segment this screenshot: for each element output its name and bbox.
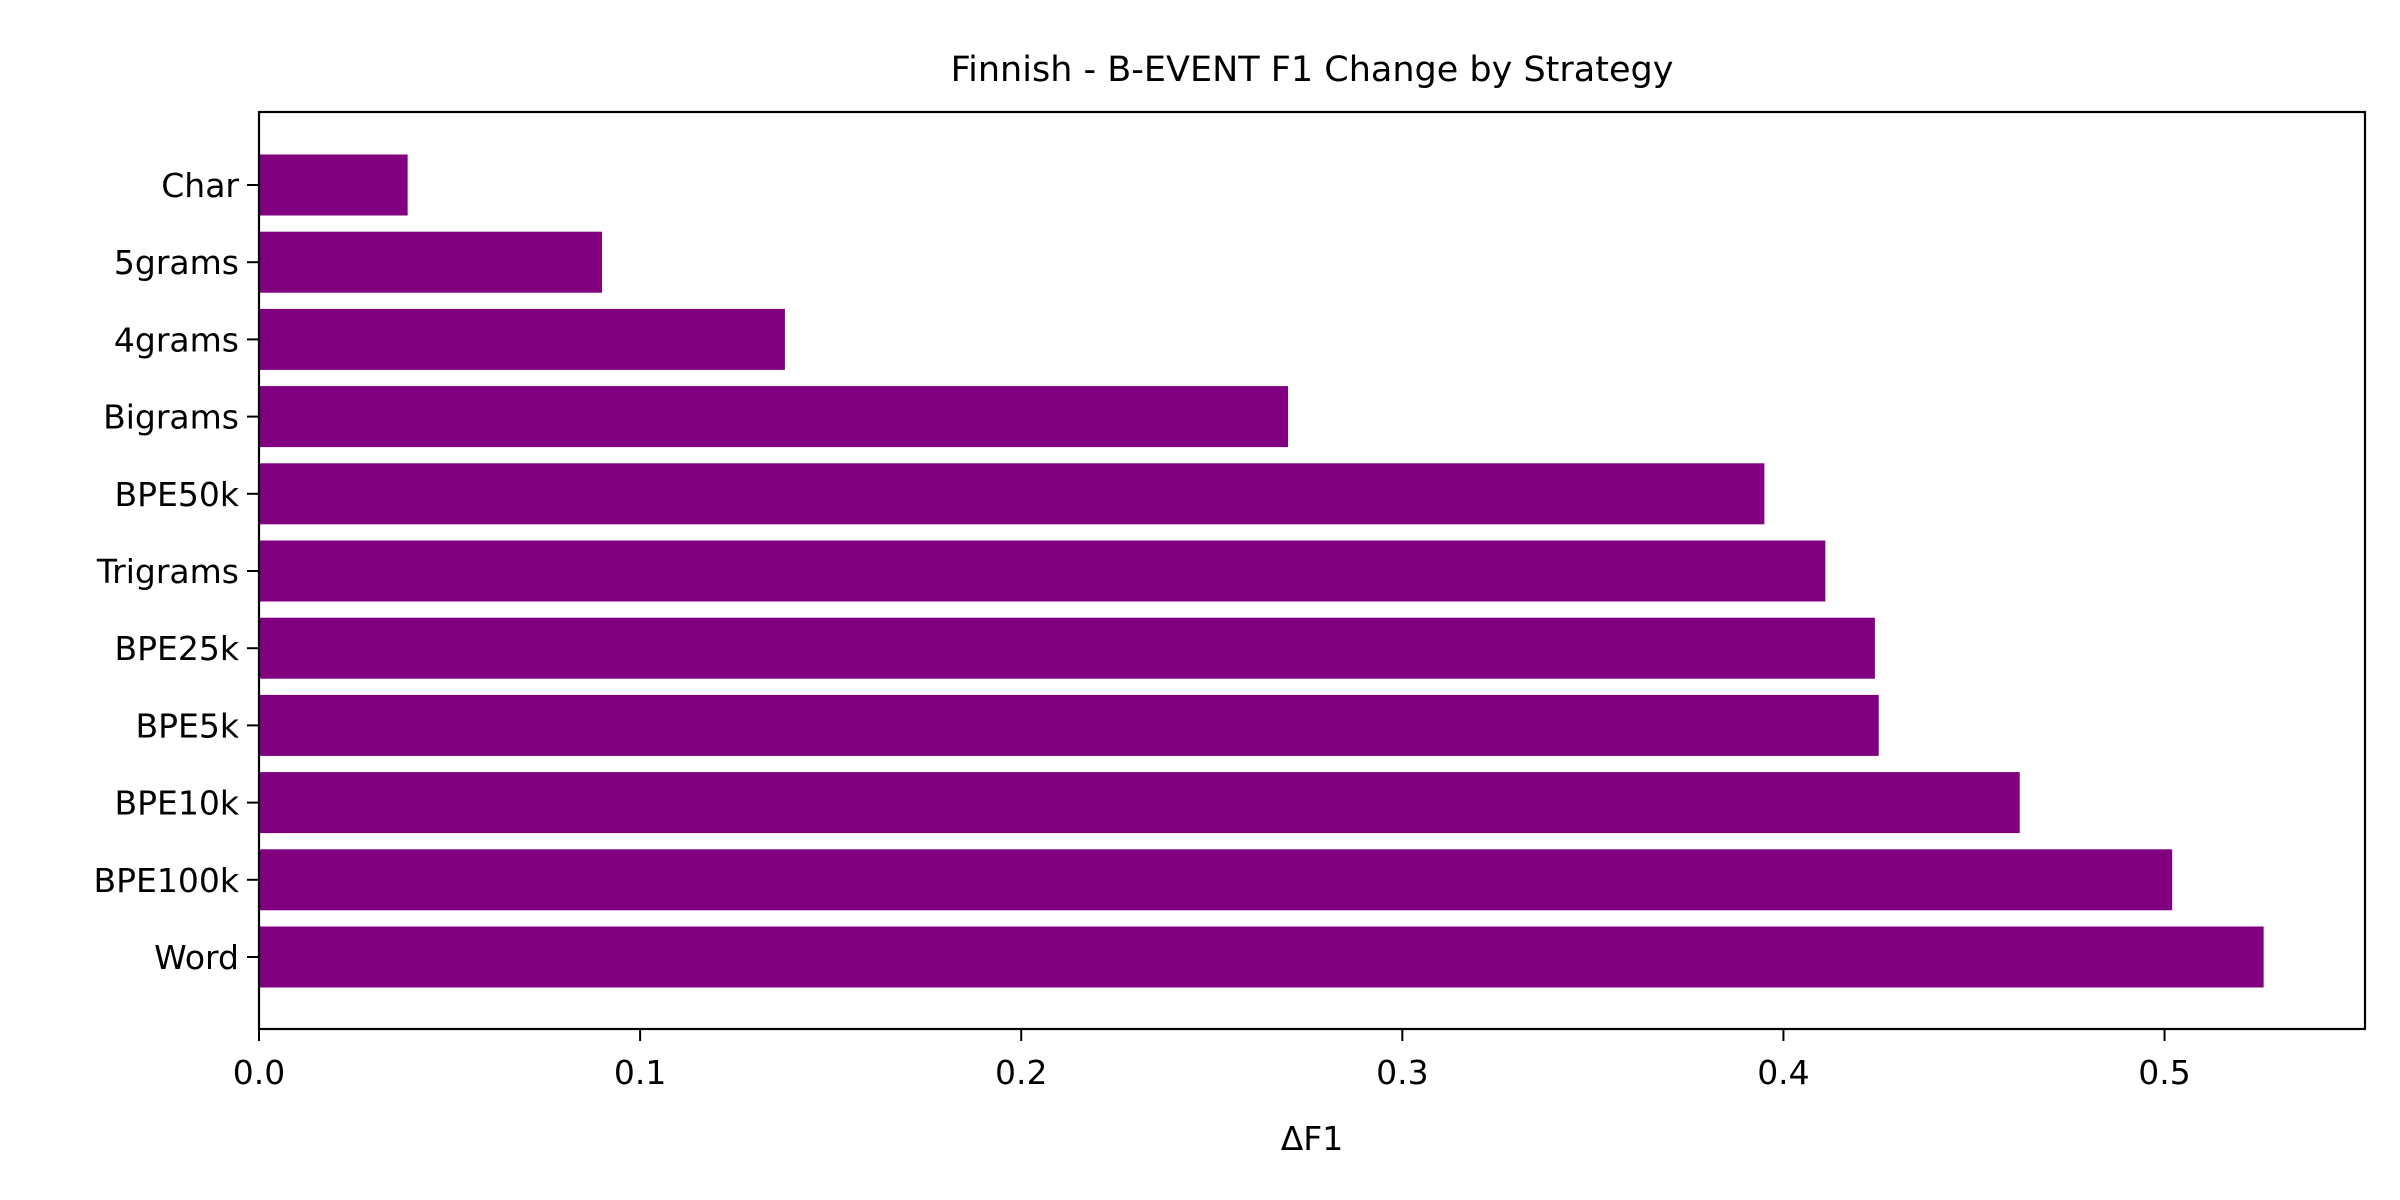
- x-tick-label: 0.5: [2138, 1053, 2190, 1092]
- bar-5grams: [259, 231, 602, 293]
- y-tick-label: Word: [154, 938, 239, 977]
- bar-bigrams: [259, 386, 1288, 448]
- x-tick-label: 0.2: [995, 1053, 1047, 1092]
- y-tick-label: 5grams: [114, 243, 239, 282]
- x-tick-label: 0.3: [1376, 1053, 1428, 1092]
- x-axis-label: ΔF1: [1281, 1119, 1344, 1158]
- bar-bpe25k: [259, 617, 1875, 679]
- x-tick-label: 0.4: [1757, 1053, 1809, 1092]
- y-tick-label: Bigrams: [103, 398, 239, 437]
- bar-trigrams: [259, 540, 1826, 602]
- bar-4grams: [259, 308, 785, 370]
- bar-char: [259, 154, 408, 216]
- x-tick-label: 0.0: [233, 1053, 285, 1092]
- plot-frame: [257, 110, 2367, 1031]
- y-tick-label: BPE10k: [115, 784, 240, 823]
- bar-word: [259, 926, 2264, 988]
- bar-bpe5k: [259, 694, 1879, 756]
- y-tick-label: Char: [161, 166, 239, 205]
- y-tick-label: BPE5k: [136, 706, 240, 745]
- y-tick-label: BPE50k: [115, 475, 240, 514]
- bar-bpe100k: [259, 849, 2173, 911]
- y-tick-label: Trigrams: [96, 552, 239, 591]
- bar-bpe10k: [259, 772, 2020, 834]
- bars: [259, 154, 2264, 988]
- y-tick-label: 4grams: [114, 320, 239, 359]
- y-axis-ticks: Char 5grams 4grams Bigrams BPE50k Trigrams BPE…: [94, 166, 259, 977]
- bar-bpe50k: [259, 463, 1765, 525]
- y-tick-label: BPE100k: [94, 861, 240, 900]
- y-tick-label: BPE25k: [115, 629, 240, 668]
- x-axis-ticks: 0.0 0.1 0.2 0.3 0.4 0.5: [233, 1029, 2191, 1092]
- x-tick-label: 0.1: [614, 1053, 666, 1092]
- chart-title: Finnish - B-EVENT F1 Change by Strategy: [951, 50, 1674, 90]
